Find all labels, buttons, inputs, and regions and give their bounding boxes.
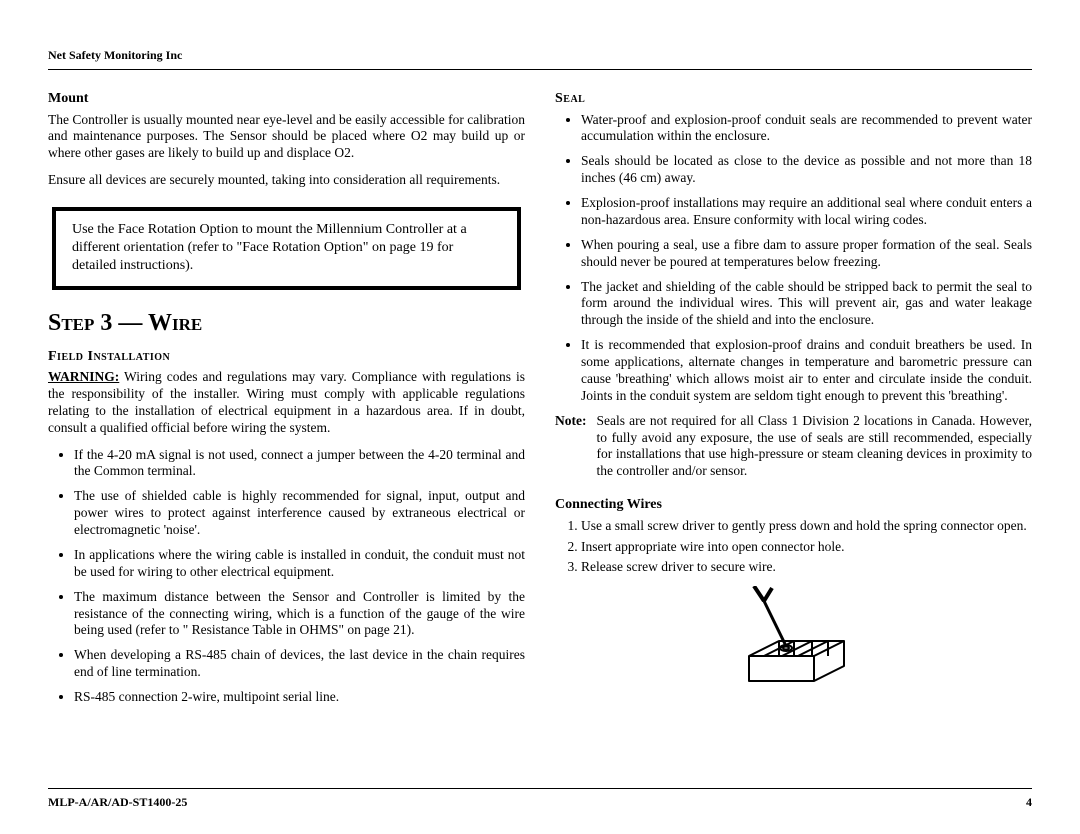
connecting-heading: Connecting Wires bbox=[555, 496, 1032, 514]
step-title: Step 3 — Wire bbox=[48, 308, 525, 338]
warning-label: WARNING: bbox=[48, 369, 119, 384]
field-warning: WARNING: Wiring codes and regulations ma… bbox=[48, 369, 525, 437]
seal-bullet: The jacket and shielding of the cable sh… bbox=[581, 279, 1032, 330]
mount-p1: The Controller is usually mounted near e… bbox=[48, 112, 525, 163]
left-column: Mount The Controller is usually mounted … bbox=[48, 90, 525, 714]
seal-bullet: Seals should be located as close to the … bbox=[581, 153, 1032, 187]
field-bullet: In applications where the wiring cable i… bbox=[74, 547, 525, 581]
warning-text: Wiring codes and regulations may vary. C… bbox=[48, 369, 525, 435]
field-bullet: RS-485 connection 2-wire, multipoint ser… bbox=[74, 689, 525, 706]
page-footer: MLP-A/AR/AD-ST1400-25 4 bbox=[48, 788, 1032, 810]
seal-bullet: Explosion-proof installations may requir… bbox=[581, 195, 1032, 229]
seal-bullets: Water-proof and explosion-proof conduit … bbox=[555, 112, 1032, 405]
seal-bullet: It is recommended that explosion-proof d… bbox=[581, 337, 1032, 405]
mount-p2: Ensure all devices are securely mounted,… bbox=[48, 172, 525, 189]
seal-heading: Seal bbox=[555, 90, 1032, 108]
content-columns: Mount The Controller is usually mounted … bbox=[48, 90, 1032, 714]
connecting-step: Insert appropriate wire into open connec… bbox=[581, 539, 1032, 556]
page-number: 4 bbox=[1026, 795, 1032, 810]
doc-id: MLP-A/AR/AD-ST1400-25 bbox=[48, 795, 187, 810]
connecting-step: Use a small screw driver to gently press… bbox=[581, 518, 1032, 535]
connector-diagram bbox=[724, 586, 864, 686]
field-bullet: The use of shielded cable is highly reco… bbox=[74, 488, 525, 539]
note-label: Note: bbox=[555, 413, 596, 481]
seal-note: Note: Seals are not required for all Cla… bbox=[555, 413, 1032, 481]
page-header: Net Safety Monitoring Inc bbox=[48, 48, 1032, 70]
connecting-step: Release screw driver to secure wire. bbox=[581, 559, 1032, 576]
field-heading: Field Installation bbox=[48, 348, 525, 366]
field-bullet: If the 4-20 mA signal is not used, conne… bbox=[74, 447, 525, 481]
mount-heading: Mount bbox=[48, 90, 525, 108]
company-name: Net Safety Monitoring Inc bbox=[48, 48, 182, 62]
note-text: Seals are not required for all Class 1 D… bbox=[596, 413, 1032, 481]
callout-box: Use the Face Rotation Option to mount th… bbox=[52, 207, 521, 290]
connecting-steps: Use a small screw driver to gently press… bbox=[555, 518, 1032, 577]
seal-bullet: Water-proof and explosion-proof conduit … bbox=[581, 112, 1032, 146]
field-bullet: When developing a RS-485 chain of device… bbox=[74, 647, 525, 681]
field-bullets: If the 4-20 mA signal is not used, conne… bbox=[48, 447, 525, 706]
field-bullet: The maximum distance between the Sensor … bbox=[74, 589, 525, 640]
right-column: Seal Water-proof and explosion-proof con… bbox=[555, 90, 1032, 714]
seal-bullet: When pouring a seal, use a fibre dam to … bbox=[581, 237, 1032, 271]
